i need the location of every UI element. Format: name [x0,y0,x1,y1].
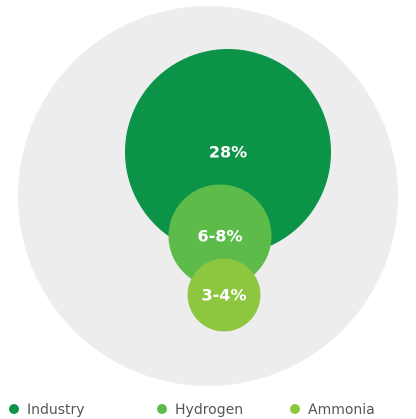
bubble [168,184,272,288]
legend-marker [157,404,167,414]
legend-label: Hydrogen [175,402,243,418]
legend-label: Ammonia [308,402,375,418]
legend-label: Industry [27,402,85,418]
value-label: 6-8% [198,227,243,246]
legend-marker [9,404,19,414]
bubble [125,49,331,255]
value-label: 3-4% [202,286,247,305]
value-label: 28% [209,143,247,162]
legend-marker [290,404,300,414]
bubble [187,258,261,332]
